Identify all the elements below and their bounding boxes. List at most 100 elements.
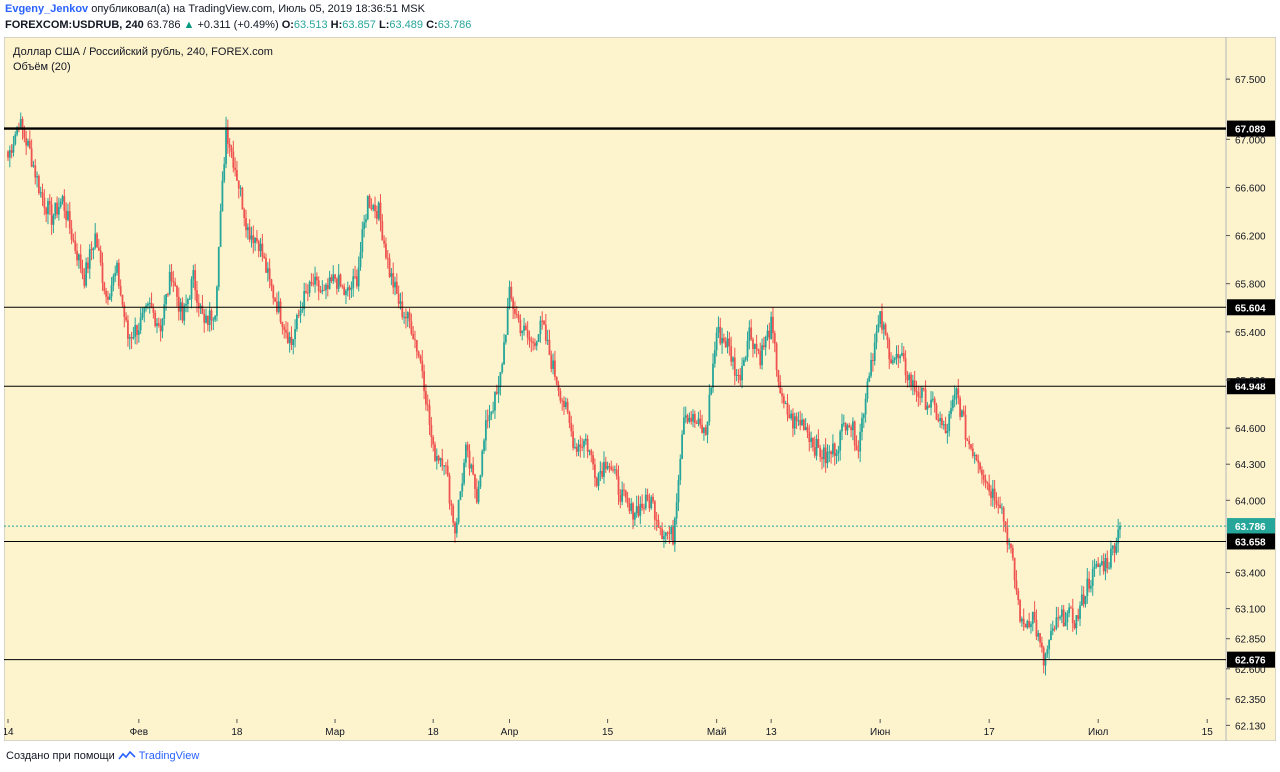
candle-body	[537, 334, 540, 342]
candle-body	[619, 494, 622, 502]
candle-body	[232, 151, 235, 168]
candle-body	[1073, 623, 1076, 629]
candle-body	[686, 415, 689, 422]
candle-body	[1086, 578, 1089, 597]
candle-body	[815, 438, 818, 456]
candle-body	[483, 440, 485, 451]
price-chart[interactable]: 63.786 67.089 65.604 64.948 63.658 62.676 67.…	[4, 37, 1276, 741]
candle-body	[145, 305, 147, 308]
candle-body	[234, 167, 237, 171]
candle-body	[12, 144, 15, 153]
candle-body	[317, 280, 320, 292]
y-tick-label: 67.500	[1235, 75, 1266, 86]
candle-body	[28, 140, 31, 149]
candle-body	[395, 281, 398, 294]
candle-body	[288, 336, 291, 343]
author-link[interactable]: Evgeny_Jenkov	[5, 3, 89, 15]
candle-body	[127, 320, 129, 339]
candle-body	[499, 371, 502, 387]
candle-body	[248, 227, 251, 240]
candle-body	[504, 334, 507, 343]
candle-body	[183, 305, 186, 321]
candle-body	[365, 219, 367, 223]
candle-body	[519, 319, 522, 334]
candle-body	[257, 241, 260, 252]
candle-body	[1064, 622, 1067, 627]
candle-body	[370, 207, 373, 210]
candle-body	[844, 423, 847, 431]
candle-body	[703, 427, 705, 433]
candle-body	[523, 325, 525, 331]
candle-body	[501, 364, 504, 372]
candle-body	[408, 312, 411, 322]
candle-body	[319, 291, 322, 293]
candle-body	[381, 221, 384, 241]
candle-body	[633, 513, 636, 520]
candle-body	[83, 274, 86, 286]
candle-body	[988, 483, 991, 492]
candle-body	[85, 262, 88, 286]
candle-body	[386, 257, 389, 259]
candle-body	[639, 503, 642, 516]
candle-body	[768, 330, 771, 339]
candle-body	[857, 450, 860, 452]
y-tick-label: 66.600	[1235, 183, 1266, 194]
candle-body	[368, 196, 371, 208]
candle-body	[902, 352, 905, 359]
chart-container[interactable]: 63.786 67.089 65.604 64.948 63.658 62.676 67.…	[4, 37, 1276, 741]
candle-body	[25, 137, 28, 146]
candle-body	[717, 326, 720, 333]
candle-body	[414, 339, 416, 341]
candle-body	[1010, 543, 1012, 548]
y-tick-label: 62.350	[1235, 695, 1266, 706]
candle-body	[1100, 561, 1103, 565]
candle-body	[624, 490, 627, 498]
candle-body	[730, 346, 733, 362]
candle-body	[285, 329, 287, 333]
candle-body	[953, 394, 956, 400]
candle-body	[497, 386, 500, 394]
candle-body	[392, 273, 395, 288]
candle-body	[321, 289, 324, 292]
candle-body	[230, 147, 233, 152]
candle-body	[695, 422, 698, 424]
candle-body	[405, 316, 407, 319]
candle-body	[292, 339, 295, 346]
candle-body	[728, 338, 731, 347]
candle-body	[795, 416, 798, 421]
candle-body	[494, 391, 496, 411]
candle-body	[659, 527, 662, 529]
candle-body	[326, 284, 329, 289]
candle-body	[276, 301, 278, 312]
candle-body	[454, 522, 456, 534]
candle-body	[57, 207, 60, 215]
close-value: 63.786	[437, 19, 472, 31]
candle-body	[484, 420, 487, 441]
candle-body	[915, 391, 918, 393]
candle-body	[245, 217, 247, 231]
candle-body	[299, 310, 302, 316]
candle-body	[68, 211, 71, 229]
level-price-label: 67.089	[1235, 125, 1266, 136]
candle-body	[670, 526, 673, 534]
level-price-badge	[1227, 120, 1275, 137]
candle-body	[706, 421, 709, 435]
candle-body	[1062, 609, 1065, 627]
candle-body	[397, 293, 400, 304]
candle-body	[37, 176, 40, 194]
candle-body	[606, 466, 609, 469]
candle-body	[114, 272, 117, 277]
candle-body	[661, 528, 664, 539]
x-tick-label: 14	[4, 727, 14, 738]
candle-body	[910, 374, 912, 386]
candle-body	[1093, 566, 1096, 569]
candle-body	[334, 274, 336, 279]
candle-body	[1046, 649, 1049, 654]
candle-body	[59, 201, 62, 208]
candle-body	[345, 290, 347, 295]
candle-body	[192, 270, 195, 280]
tradingview-link[interactable]: TradingView	[118, 749, 199, 763]
candle-body	[1024, 624, 1027, 628]
candle-body	[296, 314, 298, 330]
candle-body	[1020, 618, 1023, 622]
